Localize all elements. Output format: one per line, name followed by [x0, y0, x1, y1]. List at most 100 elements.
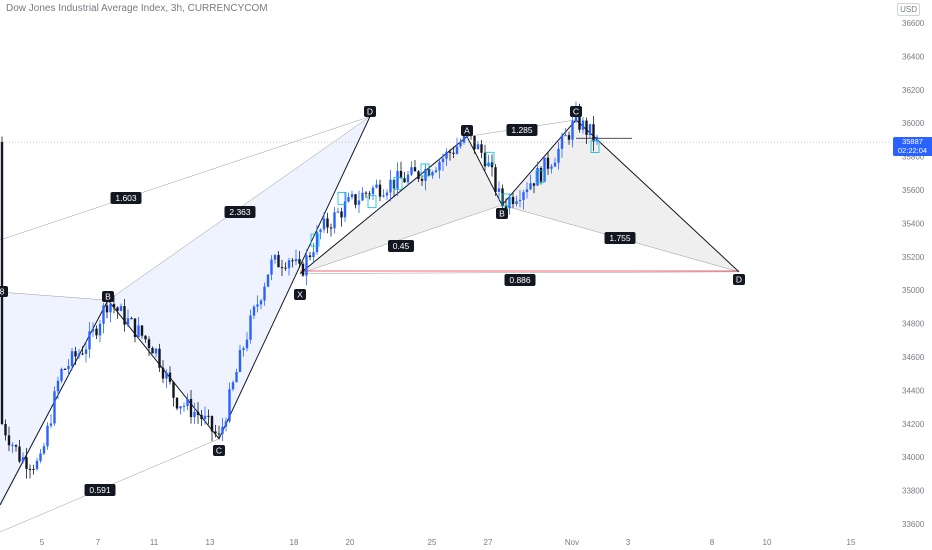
candle-body	[399, 170, 403, 179]
candle-body	[417, 171, 420, 179]
candle-body	[312, 252, 315, 258]
point-label-d: D	[733, 274, 745, 285]
candle-body	[28, 468, 32, 470]
candle-body	[595, 136, 599, 142]
candle-body	[0, 142, 4, 424]
candle-body	[263, 286, 266, 301]
candle-body	[354, 194, 357, 205]
candle-body	[193, 411, 196, 418]
point-label-c: C	[213, 445, 225, 456]
candle-body	[280, 267, 284, 269]
candle-body	[483, 152, 487, 167]
candle-body	[39, 453, 42, 461]
y-tick-label: 35200	[902, 253, 925, 262]
point-label-bg	[570, 106, 582, 117]
candle-body	[74, 351, 77, 357]
point-label-bg	[0, 286, 8, 297]
highlight-box	[310, 233, 320, 247]
candle-body	[298, 259, 301, 264]
candle-body	[371, 187, 375, 195]
point-label-text: B	[105, 292, 111, 302]
highlight-box	[535, 170, 545, 184]
candle-body	[102, 305, 105, 324]
point-label-text: C	[573, 107, 579, 117]
candle-body	[382, 195, 385, 197]
candle-body	[182, 405, 186, 407]
candle-body	[245, 339, 249, 349]
candle-body	[179, 406, 182, 409]
candle-body	[284, 267, 287, 269]
candle-body	[42, 446, 46, 454]
candle-body	[515, 201, 518, 205]
candle-body	[396, 170, 399, 189]
currency-badge[interactable]: USD	[897, 3, 920, 16]
highlight-box	[485, 151, 495, 165]
candle-body	[273, 255, 277, 260]
candle-body	[553, 162, 557, 167]
candle-body	[151, 348, 154, 354]
x-tick-label: 27	[484, 538, 493, 547]
y-tick-label: 34600	[902, 353, 925, 362]
candle-body	[322, 218, 326, 230]
candle-body	[221, 426, 224, 434]
y-tick-label: 34200	[902, 420, 925, 429]
pattern1-fill-right	[108, 116, 370, 439]
y-tick-label: 36600	[902, 19, 925, 28]
candle-body	[242, 348, 245, 351]
candle-body	[378, 184, 382, 197]
candle-body	[326, 218, 329, 228]
point-label-b: B	[102, 291, 114, 302]
candle-body	[252, 306, 256, 316]
candle-body	[357, 200, 361, 205]
y-tick-label: 34400	[902, 386, 925, 395]
ratio-label: 0.45	[388, 240, 414, 252]
candle-body	[35, 460, 39, 470]
pattern-labels: B C D X A B C D 8 1.603 2.363 0.591 0.45 1.285 1.755 0.…	[0, 106, 745, 496]
point-label-bg	[102, 291, 114, 302]
ratio-label-text: 1.603	[115, 193, 137, 203]
candle-body	[406, 174, 410, 183]
point-label-text: X	[297, 290, 303, 300]
pattern1-ratio-line	[0, 116, 371, 241]
candle-body	[291, 260, 294, 262]
y-tick-label: 36400	[902, 52, 925, 61]
candle-body	[147, 339, 151, 349]
last-price: 35887	[902, 137, 923, 146]
candle-body	[189, 398, 193, 418]
candle-body	[410, 167, 413, 175]
x-tick-label: Nov	[565, 538, 579, 547]
candle-body	[84, 349, 88, 354]
pattern2-fill-bcd	[502, 119, 739, 272]
candle-body	[91, 328, 95, 332]
candle-body	[375, 184, 378, 188]
candle-body	[389, 179, 392, 193]
x-tick-label: 13	[206, 538, 215, 547]
candle-body	[532, 183, 536, 186]
chart-title: Dow Jones Industrial Average Index, 3h, …	[6, 3, 268, 14]
candle-body	[347, 197, 350, 202]
pattern2-ratio-line	[299, 271, 740, 274]
candle-body	[315, 232, 319, 253]
candle-body	[567, 135, 571, 140]
candle-body	[112, 304, 116, 308]
candle-body	[186, 398, 189, 406]
candle-body	[60, 368, 63, 381]
candle-body	[480, 144, 483, 153]
y-tick-label: 35000	[902, 286, 925, 295]
y-tick-label: 35400	[902, 219, 925, 228]
bar-countdown: 02:22:04	[897, 146, 928, 155]
candle-body	[413, 167, 417, 172]
candle-body	[168, 372, 172, 382]
candle-body	[361, 192, 364, 201]
candle-body	[224, 421, 228, 427]
point-label-bg	[364, 106, 376, 117]
candle-body	[581, 120, 585, 130]
candle-body	[116, 307, 119, 311]
point-label-bg	[733, 274, 745, 285]
candle-body	[81, 353, 84, 355]
x-tick-label: 10	[763, 538, 772, 547]
candle-body	[200, 414, 203, 419]
candle-body	[368, 193, 371, 195]
candle-body	[235, 371, 238, 383]
